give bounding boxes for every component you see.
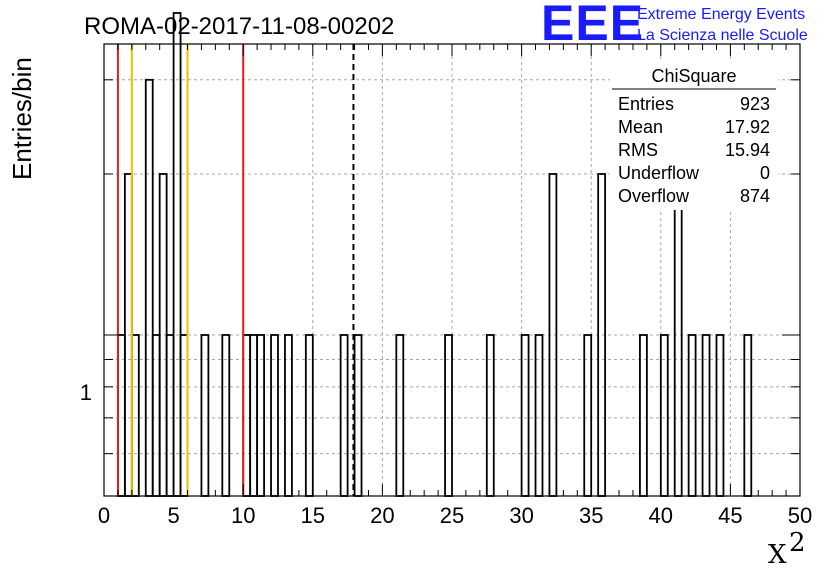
stats-row-value: 874 <box>740 186 770 206</box>
stats-box: ChiSquare Entries 923 Mean 17.92 RMS 15.94 Und… <box>610 60 778 210</box>
x-axis-label-symbol: X <box>768 540 787 570</box>
histogram-bar <box>144 78 154 497</box>
stats-row-label: Entries <box>618 94 674 114</box>
eee-logo-line1: Extreme Energy Events <box>637 6 805 23</box>
stats-row-value: 17.92 <box>725 117 770 137</box>
x-tick-label: 50 <box>788 503 812 528</box>
eee-logo: EEE Extreme Energy Events La Scienza nel… <box>541 0 808 51</box>
stats-row-value: 0 <box>760 163 770 183</box>
y-axis-ticks <box>104 79 800 455</box>
stats-row-label: Underflow <box>618 163 700 183</box>
eee-logo-line2: La Scienza nelle Scuole <box>637 27 808 44</box>
stats-row-label: RMS <box>618 140 658 160</box>
stats-row-value: 15.94 <box>725 140 770 160</box>
stats-rows: Entries 923 Mean 17.92 RMS 15.94 Underflow 0 Ove… <box>618 94 770 206</box>
x-tick-label: 35 <box>579 503 603 528</box>
x-tick-label: 20 <box>370 503 394 528</box>
stats-row-label: Mean <box>618 117 663 137</box>
stats-row-value: 923 <box>740 94 770 114</box>
x-axis-label-superscript: 2 <box>789 528 806 558</box>
histogram-bar <box>172 12 182 497</box>
y-tick-label: 1 <box>80 380 92 405</box>
x-tick-label: 10 <box>231 503 255 528</box>
x-tick-label: 5 <box>167 503 179 528</box>
chart-title: ROMA-02-2017-11-08-00202 <box>84 13 394 40</box>
stats-row-label: Overflow <box>618 186 690 206</box>
y-axis-label: Entries/bin <box>7 57 37 180</box>
x-tick-label: 30 <box>509 503 533 528</box>
x-tick-label: 0 <box>98 503 110 528</box>
stats-title: ChiSquare <box>651 66 736 86</box>
x-axis-label: X 2 <box>768 528 806 570</box>
x-tick-label: 15 <box>301 503 325 528</box>
x-tick-label: 25 <box>440 503 464 528</box>
stats-box-background <box>610 60 778 210</box>
x-axis-ticks: 0 5 10 15 20 25 30 35 40 45 50 <box>98 44 812 528</box>
x-tick-label: 40 <box>649 503 673 528</box>
x-tick-label: 45 <box>718 503 742 528</box>
eee-logo-mark: EEE <box>541 0 644 51</box>
vertical-markers <box>116 44 355 496</box>
